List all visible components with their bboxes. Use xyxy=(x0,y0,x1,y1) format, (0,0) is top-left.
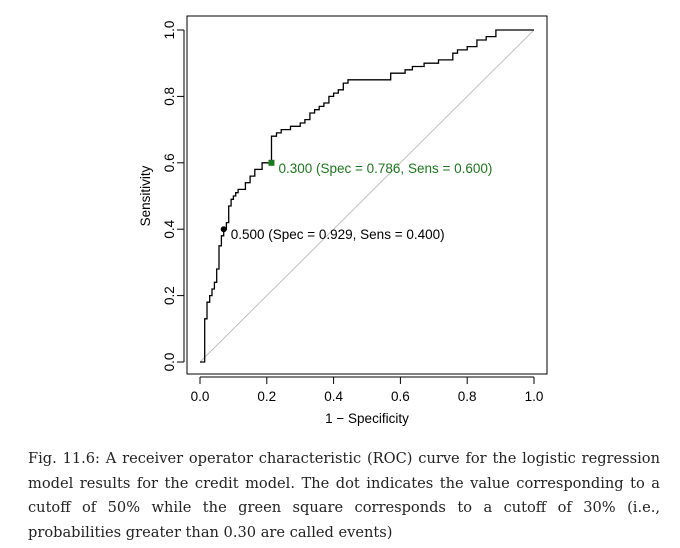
x-tick-label: 0.2 xyxy=(257,389,276,404)
cutoff-30-square xyxy=(268,159,275,166)
y-tick-label: 0.0 xyxy=(162,353,177,372)
roc-curve xyxy=(200,29,534,363)
x-tick-label: 0.4 xyxy=(324,389,343,404)
x-tick-label: 0.6 xyxy=(391,389,410,404)
cutoff-50-label: 0.500 (Spec = 0.929, Sens = 0.400) xyxy=(231,227,445,242)
y-tick-label: 0.2 xyxy=(162,286,177,305)
y-axis-ticks: 0.0 0.2 0.4 0.6 0.8 1.0 xyxy=(162,21,184,372)
roc-chart: 0.0 0.2 0.4 0.6 0.8 1.0 0.0 0.2 0.4 0.6 0.8 1.0 1 … xyxy=(138,15,548,426)
y-tick-label: 0.4 xyxy=(162,219,177,238)
diagonal-reference-line xyxy=(199,29,535,363)
x-tick-label: 0.8 xyxy=(458,389,477,404)
plot-frame xyxy=(186,15,548,375)
y-tick-label: 0.6 xyxy=(162,153,177,172)
y-axis-label: Sensitivity xyxy=(138,165,153,226)
x-axis-label: 1 − Specificity xyxy=(325,411,409,426)
x-tick-label: 0.0 xyxy=(191,389,210,404)
y-tick-label: 0.8 xyxy=(162,87,177,106)
x-axis-ticks: 0.0 0.2 0.4 0.6 0.8 1.0 xyxy=(191,377,544,404)
cutoff-50-dot xyxy=(220,226,227,233)
figure-caption: Fig. 11.6: A receiver operator character… xyxy=(28,450,660,541)
x-tick-label: 1.0 xyxy=(525,389,544,404)
cutoff-30-label: 0.300 (Spec = 0.786, Sens = 0.600) xyxy=(278,161,492,176)
y-tick-label: 1.0 xyxy=(162,21,177,40)
